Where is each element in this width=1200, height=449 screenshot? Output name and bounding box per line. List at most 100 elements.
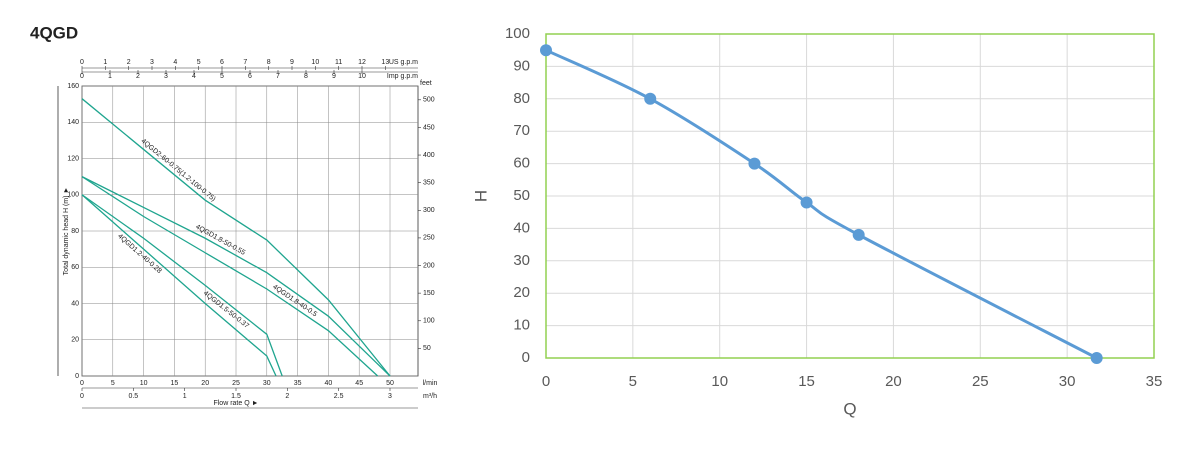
y2-tick-label: 500 — [423, 97, 435, 104]
line — [545, 48, 1098, 360]
x-tick-label: 25 — [232, 380, 240, 387]
curve — [81, 194, 277, 377]
top-tick-label: 5 — [220, 73, 224, 80]
top-tick-label: 1 — [103, 59, 107, 66]
point — [1090, 352, 1103, 364]
y2-tick-label: 350 — [423, 180, 435, 187]
x2-tick-label: 0.5 — [128, 393, 138, 400]
x-tick-label: 5 — [629, 373, 637, 390]
curve — [81, 98, 391, 377]
x-tick-label: 30 — [263, 380, 271, 387]
x-tick-label: 25 — [972, 373, 989, 390]
top-tick-label: 9 — [332, 73, 336, 80]
x-tick-label: 20 — [885, 373, 902, 390]
curve-label: 4QGD1.5-50-0.37 — [202, 290, 250, 330]
top-tick-label: 6 — [248, 73, 252, 80]
y-tick-label: 40 — [71, 300, 79, 307]
top-tick-label: 3 — [164, 73, 168, 80]
y2-tick-label: 400 — [423, 152, 435, 159]
y-tick-label: 20 — [513, 284, 530, 301]
x2-tick-label: 0 — [80, 393, 84, 400]
y2-tick-label: 450 — [423, 124, 435, 131]
x-tick-label: 10 — [711, 373, 728, 390]
top-tick-label: 7 — [276, 73, 280, 80]
x-tick-label: 10 — [140, 380, 148, 387]
top-tick-label: 11 — [335, 59, 342, 66]
plot-frame — [545, 33, 1155, 359]
top-tick-label: 7 — [243, 59, 247, 66]
x-tick-label: 0 — [80, 380, 84, 387]
x2-tick-label: 2 — [285, 393, 289, 400]
y-tick-label: 140 — [67, 119, 79, 126]
curve-label: 4QGD1.2-40-0.28 — [116, 233, 162, 275]
y-tick-label: 30 — [513, 252, 530, 269]
top-tick-label: 5 — [197, 59, 201, 66]
x-tick-label: 15 — [171, 380, 179, 387]
y-tick-label: 90 — [513, 57, 530, 74]
top-tick-label: 3 — [150, 59, 154, 66]
point — [852, 228, 865, 241]
y-label: Total dynamic head H (m) ► — [63, 187, 70, 276]
y-tick-label: 100 — [67, 192, 79, 199]
x-tick-label: 0 — [542, 373, 550, 390]
y-tick-label: 120 — [67, 155, 79, 162]
x2-unit: m³/h — [423, 393, 437, 400]
x-label: Flow rate Q ► — [213, 400, 258, 407]
top-unit: Imp g.p.m — [387, 73, 418, 80]
x-tick-label: 45 — [355, 380, 363, 387]
top-tick-label: 12 — [358, 59, 366, 66]
y-tick-label: 10 — [513, 317, 530, 334]
curve — [81, 194, 283, 377]
point — [800, 196, 813, 209]
top-tick-label: 8 — [304, 73, 308, 80]
y2-tick-label: 150 — [423, 290, 435, 297]
x-tick-label: 30 — [1059, 373, 1076, 390]
y-tick-label: 60 — [513, 155, 530, 172]
y-tick-label: 50 — [513, 187, 530, 204]
top-tick-label: 8 — [267, 59, 271, 66]
y-tick-label: 160 — [67, 83, 79, 90]
top-tick-label: 10 — [358, 73, 366, 80]
chart-title: 4QGD — [30, 23, 78, 42]
y-tick-label: 0 — [522, 349, 530, 366]
y-tick-label: 60 — [71, 264, 79, 271]
x2-tick-label: 3 — [388, 393, 392, 400]
x2-tick-label: 1.5 — [231, 393, 241, 400]
y-tick-label: 40 — [513, 219, 530, 236]
top-tick-label: 1 — [108, 73, 112, 80]
curve-label: 4QGD1.8-40-0.5 — [271, 284, 318, 319]
point — [540, 44, 552, 57]
x-label: Q — [843, 399, 856, 418]
y-label: H — [471, 190, 490, 202]
y-tick-label: 20 — [71, 337, 79, 344]
top-tick-label: 9 — [290, 59, 294, 66]
y2-tick-label: 250 — [423, 235, 435, 242]
y2-unit: feet — [420, 80, 432, 87]
top-tick-label: 4 — [192, 73, 196, 80]
top-tick-label: 0 — [80, 59, 84, 66]
top-tick-label: 0 — [80, 73, 84, 80]
x-unit: l/min — [423, 380, 438, 387]
line-chart: 0 10 20 30 40 50 60 70 80 90 100 0 5 10 15 20 25 30 35 Q H — [471, 25, 1162, 419]
curve — [81, 176, 391, 377]
x2-tick-label: 2.5 — [334, 393, 344, 400]
y-tick-label: 80 — [513, 90, 530, 107]
x-tick-label: 40 — [325, 380, 333, 387]
top-tick-label: 13 — [381, 59, 389, 66]
x-tick-label: 35 — [1146, 373, 1163, 390]
top-unit: US g.p.m — [389, 59, 418, 66]
top-tick-label: 6 — [220, 59, 224, 66]
y-tick-label: 80 — [71, 228, 79, 235]
x-tick-label: 35 — [294, 380, 302, 387]
y2-tick-label: 300 — [423, 207, 435, 214]
x-tick-label: 50 — [386, 380, 394, 387]
x2-tick-label: 1 — [183, 393, 187, 400]
top-tick-label: 2 — [127, 59, 131, 66]
y-tick-label: 0 — [75, 373, 79, 380]
y2-tick-label: 100 — [423, 318, 435, 325]
point — [748, 157, 761, 170]
y2-tick-label: 200 — [423, 262, 435, 269]
top-tick-label: 4 — [173, 59, 177, 66]
